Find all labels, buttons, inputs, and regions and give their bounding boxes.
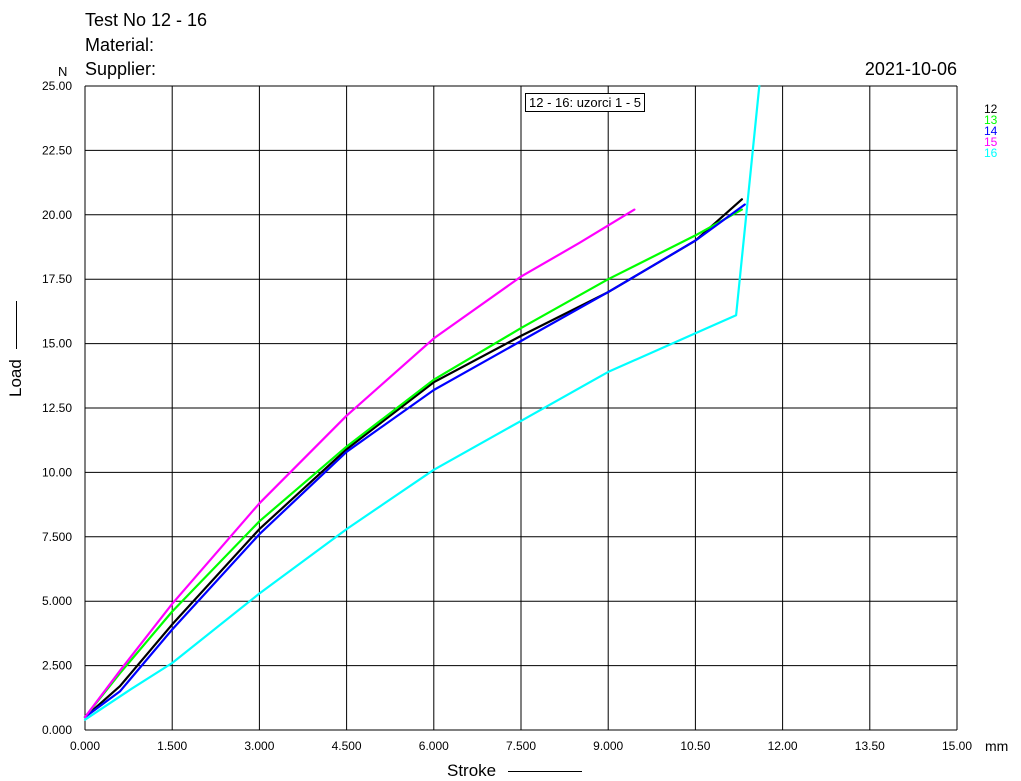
test-number: Test No 12 - 16: [85, 10, 208, 30]
legend-entry-14: 14: [984, 124, 998, 138]
x-unit-label: mm: [985, 738, 1009, 754]
chart-legend: 12 13 14 15 16: [984, 102, 998, 160]
y-tick-label: 10.00: [42, 465, 72, 479]
x-axis-arrow-line: [508, 770, 583, 772]
series-line-15: [83, 208, 636, 719]
x-tick-label: 9.000: [593, 739, 623, 753]
x-tick-label: 15.00: [942, 739, 972, 753]
series-line-12: [83, 198, 744, 719]
legend-entry-15: 15: [984, 135, 998, 149]
chart-annotation: 12 - 16: uzorci 1 - 5: [525, 93, 645, 112]
x-tick-label: 4.500: [332, 739, 362, 753]
x-tick-label: 13.50: [855, 739, 885, 753]
y-axis-label: Load: [6, 359, 25, 397]
y-tick-label: 20.00: [42, 208, 72, 222]
x-tick-label: 7.500: [506, 739, 536, 753]
y-tick-label: 2.500: [42, 659, 72, 673]
series-line-16: [83, 84, 761, 721]
x-tick-label: 6.000: [419, 739, 449, 753]
legend-entry-16: 16: [984, 146, 998, 160]
y-tick-label: 0.000: [42, 723, 72, 737]
legend-entry-12: 12: [984, 102, 998, 116]
x-axis-label: Stroke: [447, 761, 497, 780]
test-date: 2021-10-06: [864, 59, 957, 79]
supplier-label: Supplier:: [85, 59, 157, 79]
y-tick-label: 17.50: [42, 272, 72, 286]
x-tick-label: 3.000: [244, 739, 274, 753]
x-tick-label: 1.500: [157, 739, 187, 753]
legend-entry-13: 13: [984, 113, 998, 127]
x-axis-title: Stroke: [447, 761, 583, 781]
y-tick-label: 22.50: [42, 143, 72, 157]
x-tick-label: 10.50: [680, 739, 710, 753]
material-label: Material:: [85, 35, 155, 55]
y-tick-label: 12.50: [42, 401, 72, 415]
series-line-14: [83, 203, 746, 719]
y-tick-label: 7.500: [42, 530, 72, 544]
x-tick-label: 12.00: [768, 739, 798, 753]
y-tick-label: 5.000: [42, 594, 72, 608]
series-line-13: [83, 208, 744, 719]
y-axis-arrow-line: [15, 301, 17, 350]
y-axis-title: Load: [4, 287, 28, 397]
y-tick-label: 25.00: [42, 79, 72, 93]
y-tick-label: 15.00: [42, 337, 72, 351]
x-tick-label: 0.000: [70, 739, 100, 753]
y-unit-label: N: [58, 64, 68, 79]
